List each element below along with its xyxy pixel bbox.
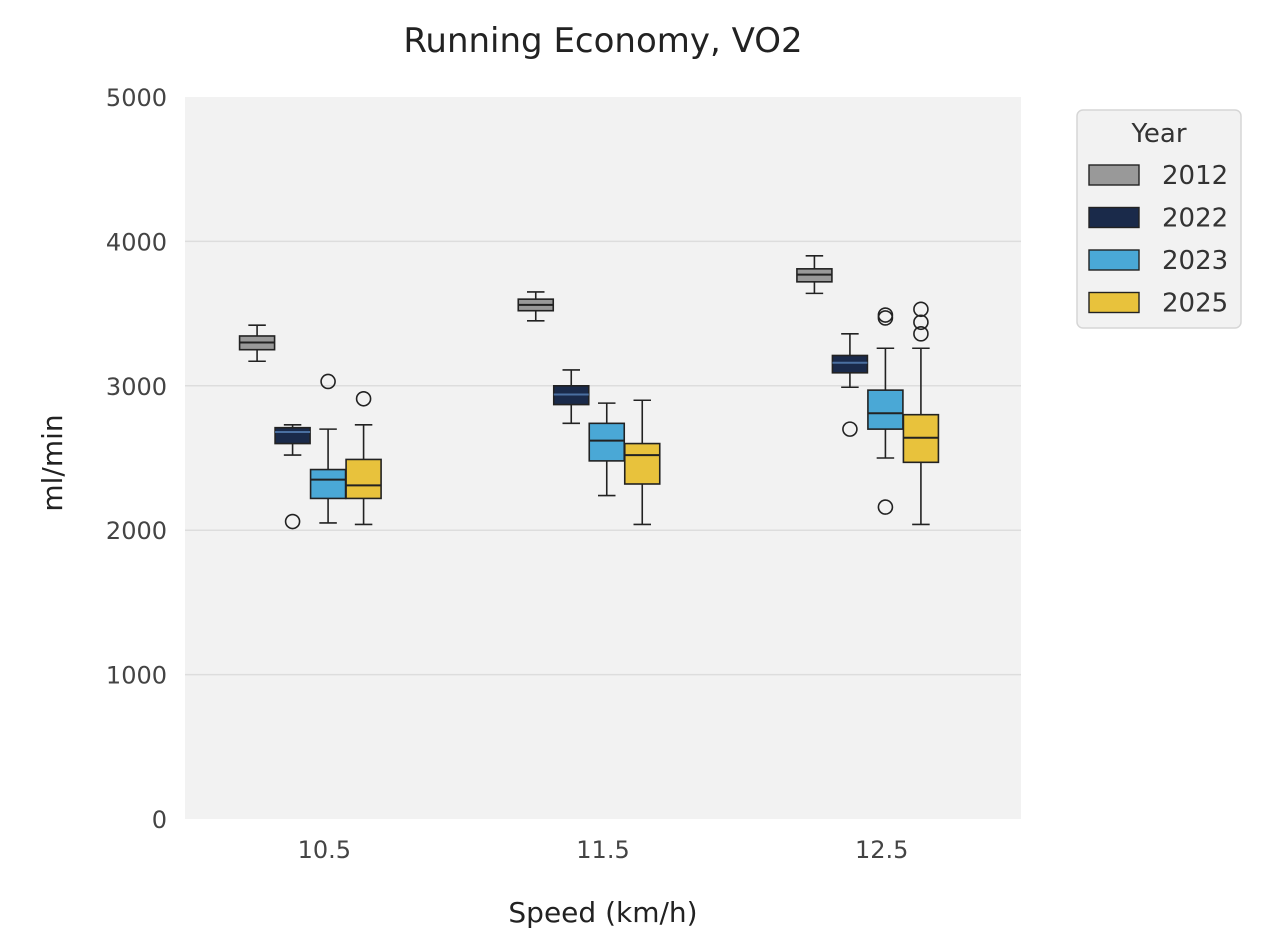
legend-label: 2025 [1162, 289, 1228, 319]
outlier-point [320, 373, 336, 390]
box-body [623, 442, 661, 485]
outlier-point [913, 314, 929, 331]
outlier-point [913, 326, 929, 342]
x-tick-label: 12.5 [855, 836, 908, 864]
box-2022-12.5 [831, 333, 869, 437]
y-tick-label: 3000 [106, 373, 167, 401]
box-body [588, 422, 626, 462]
box-2025-11.5 [623, 399, 661, 526]
legend-swatch [1088, 249, 1140, 271]
x-axis-label: Speed (km/h) [508, 896, 697, 929]
y-tick-label: 0 [152, 806, 167, 834]
legend-label: 2022 [1162, 204, 1228, 234]
box-body [309, 468, 347, 500]
y-axis-label: ml/min [36, 414, 69, 511]
y-tick-labels: 0 1000 2000 3000 4000 5000 [106, 84, 167, 834]
x-tick-label: 10.5 [298, 836, 351, 864]
box-body [867, 389, 904, 430]
legend-swatch [1088, 291, 1140, 314]
gridlines [185, 240, 1021, 676]
box-body [345, 458, 382, 500]
legend-title: Year [1130, 119, 1186, 149]
y-tick-label: 2000 [106, 517, 167, 545]
box-2012-11.5 [517, 291, 555, 322]
y-tick-label: 5000 [106, 84, 167, 112]
legend-swatch [1088, 164, 1140, 186]
outlier-point [842, 421, 858, 437]
legend-label: 2023 [1162, 246, 1228, 276]
box-2023-10.5 [309, 373, 347, 524]
box-2025-12.5 [902, 301, 940, 526]
outlier-point [877, 499, 894, 515]
legend: Year 2012 2022 2023 2025 [1076, 109, 1242, 329]
chart-title: Running Economy, VO2 [403, 21, 802, 61]
box-2025-10.5 [345, 390, 382, 526]
x-tick-label: 11.5 [576, 836, 629, 864]
box-body [274, 426, 311, 445]
outlier-point [284, 513, 301, 530]
y-tick-label: 4000 [106, 228, 167, 256]
box-body [831, 354, 869, 374]
y-tick-label: 1000 [106, 662, 167, 690]
box-2023-11.5 [588, 402, 626, 497]
box-2022-10.5 [274, 423, 311, 530]
box-2022-11.5 [552, 369, 590, 425]
boxes [238, 255, 940, 530]
box-2023-12.5 [867, 307, 904, 515]
box-2012-10.5 [238, 324, 276, 363]
box-2012-12.5 [796, 255, 833, 295]
legend-label: 2012 [1162, 161, 1228, 191]
x-tick-labels: 10.5 11.5 12.5 [298, 836, 909, 864]
outlier-point [355, 390, 372, 407]
legend-swatch [1088, 206, 1140, 229]
outlier-point [877, 307, 894, 323]
outlier-point [913, 301, 929, 318]
